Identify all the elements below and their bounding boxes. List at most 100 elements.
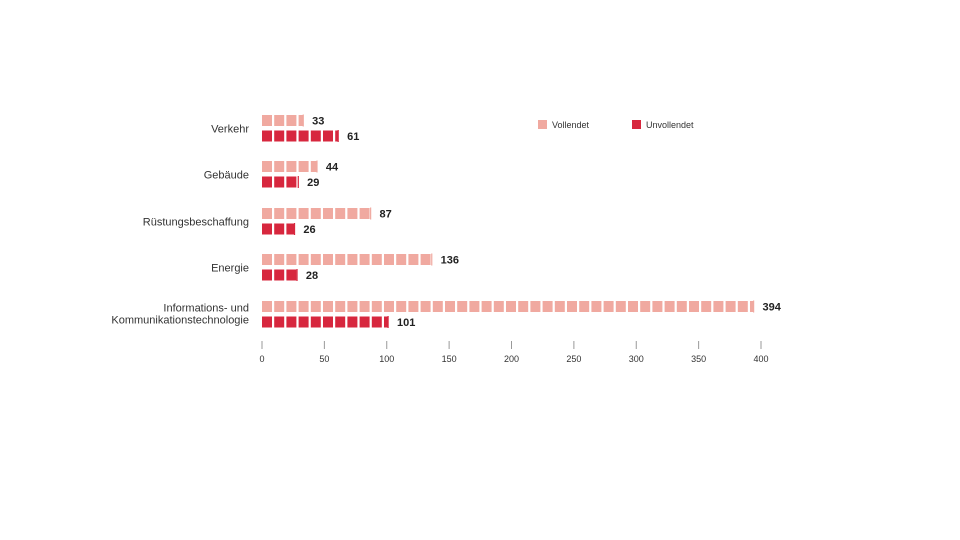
bar-vollendet [262, 160, 318, 173]
bar-segment [323, 254, 333, 265]
x-axis: 0 50 100 150 200 250 300 350 400 [259, 341, 769, 364]
bar-segment [262, 130, 272, 142]
bar-segment [506, 301, 516, 312]
bar-segment [359, 254, 370, 265]
bar-segment [298, 254, 309, 265]
bar-segment [286, 176, 297, 188]
bar-segment [298, 161, 309, 172]
bar-segment [298, 208, 309, 219]
legend: Vollendet Unvollendet [538, 120, 694, 130]
x-tick-label: 250 [566, 354, 581, 364]
bar-segment [408, 254, 419, 265]
bar-segment [286, 161, 297, 172]
bar-vollendet [262, 253, 433, 266]
bar-segment [262, 176, 272, 188]
bar-segment [262, 301, 272, 312]
bar-segment [298, 130, 309, 142]
x-tick-label: 350 [691, 354, 706, 364]
bar-segment [615, 301, 626, 312]
category-label: Kommunikationstechnologie [111, 314, 249, 326]
bar-segment [335, 316, 346, 328]
bar-segment [432, 301, 443, 312]
bar-segment [420, 301, 431, 312]
bar-segment [323, 316, 333, 328]
value-label: 26 [303, 224, 315, 236]
bar-segment [591, 301, 602, 312]
bar-end-cap [431, 253, 433, 266]
bar-segment [567, 301, 577, 312]
category-label: Verkehr [211, 123, 249, 135]
bar-segment [347, 254, 358, 265]
bar-segment [262, 115, 272, 126]
bar-unvollendet [262, 176, 299, 188]
legend-item-unvollendet: Unvollendet [632, 120, 694, 130]
bar-segment [335, 130, 339, 142]
bar-segment [689, 301, 699, 312]
bar-segment [298, 316, 309, 328]
bar-segment [408, 301, 419, 312]
bar-segment [323, 301, 333, 312]
value-label: 136 [441, 255, 459, 267]
bar-vollendet [262, 207, 372, 220]
value-label: 61 [347, 131, 359, 143]
bar-segment [310, 316, 321, 328]
bar-segment [286, 301, 297, 312]
bar-segment [274, 161, 285, 172]
bar-segment [286, 316, 297, 328]
bar-vollendet [262, 114, 304, 127]
bar-segment [335, 301, 346, 312]
bar-segment [384, 301, 394, 312]
category-label: Rüstungsbeschaffung [143, 216, 249, 228]
bar-end-cap [316, 160, 318, 173]
category-label: Gebäude [204, 169, 249, 181]
value-label: 33 [312, 116, 324, 128]
bar-segment [750, 301, 754, 312]
bar-end-cap [293, 223, 296, 235]
bar-segment [664, 301, 675, 312]
bar-segment [457, 301, 468, 312]
bar-segment [286, 254, 297, 265]
x-tick-label: 300 [629, 354, 644, 364]
bar-end-cap [297, 176, 299, 188]
bar-segment [274, 254, 285, 265]
bar-segment [530, 301, 541, 312]
bar-segment [286, 115, 297, 126]
bar-segment [286, 269, 297, 281]
bar-unvollendet [262, 223, 296, 235]
bar-segment [274, 130, 285, 142]
bar-vollendet [262, 300, 755, 313]
bar-segment [676, 301, 687, 312]
legend-swatch [538, 120, 547, 129]
bar-segment [310, 161, 317, 172]
bar-segment [335, 254, 346, 265]
bar-segment [347, 316, 358, 328]
bar-segment [262, 316, 272, 328]
bar-unvollendet [262, 269, 298, 281]
legend-item-vollendet: Vollendet [538, 120, 590, 130]
bar-segment [310, 301, 321, 312]
bar-segment [603, 301, 614, 312]
bar-segment [371, 316, 382, 328]
legend-swatch [632, 120, 641, 129]
bar-segment [262, 223, 272, 235]
bar-segment [323, 208, 333, 219]
bar-segment [274, 115, 285, 126]
bar-unvollendet [262, 130, 339, 142]
bar-segment [371, 254, 382, 265]
bar-segment [262, 161, 272, 172]
bar-end-cap [387, 316, 389, 328]
bar-end-cap [753, 300, 755, 313]
bar-segment [640, 301, 651, 312]
bar-segment [469, 301, 480, 312]
bar-segment [371, 301, 382, 312]
bar-segment [286, 130, 297, 142]
bar-segment [359, 301, 370, 312]
value-label: 394 [763, 302, 782, 314]
value-label: 29 [307, 177, 319, 189]
value-label: 44 [326, 162, 339, 174]
bar-segment [384, 254, 394, 265]
bar-segment [274, 208, 285, 219]
bar-segment [262, 208, 272, 219]
bar-segment [713, 301, 724, 312]
legend-label: Vollendet [552, 120, 590, 130]
